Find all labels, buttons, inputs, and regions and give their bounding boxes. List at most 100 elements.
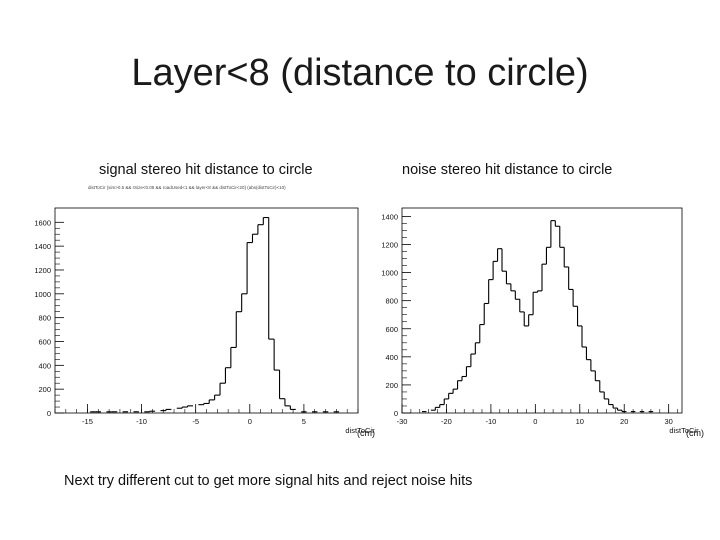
x-tick-label: -30 — [397, 417, 408, 426]
histogram-bin — [252, 224, 259, 235]
histogram-bin — [555, 225, 561, 248]
x-tick-label: 0 — [248, 417, 252, 426]
y-tick-label: 1200 — [34, 266, 51, 275]
y-tick-label: 1400 — [381, 212, 398, 221]
histogram-bin — [506, 283, 512, 291]
x-tick-label: -10 — [136, 417, 147, 426]
x-tick-label: 30 — [664, 417, 672, 426]
histogram-bin — [533, 290, 539, 293]
noise-histogram: 0 200 400 600 800 1000 1200 1400 -30 -20 -10 0 10 20 3… — [381, 207, 699, 435]
x-tick-label: -20 — [441, 417, 452, 426]
histogram-bin — [537, 264, 543, 292]
histogram-bin — [475, 324, 481, 344]
histogram-bin — [582, 346, 587, 360]
histogram-bin — [182, 405, 189, 408]
histogram-bin — [439, 398, 445, 406]
histogram-bin — [617, 409, 623, 412]
histogram-bin — [203, 399, 210, 405]
x-tick-label: 20 — [620, 417, 628, 426]
y-tick-label: 400 — [385, 353, 398, 362]
histogram-bin — [457, 376, 463, 382]
histogram-bin — [573, 305, 579, 326]
histogram-bin — [595, 380, 601, 392]
histogram-bin — [220, 367, 226, 384]
x-axis-title: distToCir — [669, 426, 699, 435]
histogram-bin — [577, 325, 583, 348]
noise-x-unit: (cm) — [686, 428, 704, 438]
histogram-bin — [599, 391, 605, 399]
histogram-bin — [462, 366, 467, 378]
histogram-bin — [284, 405, 291, 410]
x-tick-label: -10 — [485, 417, 496, 426]
histogram-bin — [484, 279, 490, 305]
histogram-bin — [279, 398, 286, 406]
histogram-bin — [448, 389, 454, 394]
y-tick-label: 200 — [38, 385, 51, 394]
y-tick-label: 1600 — [34, 218, 51, 227]
y-tick-label: 1000 — [381, 269, 398, 278]
y-tick-label: 1000 — [34, 290, 51, 299]
footer-note: Next try different cut to get more signa… — [64, 473, 473, 489]
noise-plot-title: noise stereo hit distance to circle — [402, 162, 613, 178]
histogram-bin — [435, 404, 441, 408]
signal-x-unit: (cm) — [357, 428, 375, 438]
histogram-bin — [559, 246, 565, 267]
histogram-bin — [528, 292, 534, 316]
histogram-bin — [546, 220, 552, 248]
histogram-bin — [198, 403, 205, 406]
histogram-bin — [176, 407, 183, 409]
histogram-bin — [510, 290, 516, 300]
histogram-bin — [488, 261, 494, 281]
y-tick-label: 600 — [38, 337, 51, 346]
y-tick-label: 800 — [38, 314, 51, 323]
histogram-bin — [524, 314, 530, 327]
x-tick-label: 5 — [302, 417, 306, 426]
histogram-bin — [590, 370, 596, 381]
histogram-bin — [247, 234, 254, 244]
histogram-bin — [274, 369, 281, 399]
x-tick-label: -15 — [82, 417, 93, 426]
histogram-bin — [225, 347, 232, 369]
histogram-bin — [209, 395, 216, 401]
histogram-bin — [230, 311, 237, 348]
y-tick-label: 400 — [38, 361, 51, 370]
y-tick-label: 0 — [47, 409, 51, 418]
y-tick-label: 1400 — [34, 242, 51, 251]
histogram-bin — [268, 338, 275, 371]
x-axis-title: distToCir — [345, 426, 375, 435]
histogram-bin — [502, 270, 507, 284]
y-tick-label: 600 — [385, 325, 398, 334]
y-tick-label: 800 — [385, 297, 398, 306]
x-tick-label: -5 — [192, 417, 199, 426]
y-tick-label: 200 — [385, 381, 398, 390]
histogram-bin — [214, 383, 221, 396]
histogram-bin — [263, 216, 270, 340]
histogram-bin — [613, 407, 619, 411]
histogram-bin — [236, 293, 243, 313]
stats-box-text: distToCir {sim>0.5 && rSize<0.05 && road… — [88, 185, 286, 190]
histogram-bin — [470, 342, 476, 355]
histogram-bin — [444, 393, 450, 400]
slide-title: Layer<8 (distance to circle) — [131, 52, 589, 94]
histogram-bin — [493, 248, 499, 262]
histogram-bin — [519, 311, 525, 326]
histogram-bin — [257, 217, 264, 226]
histogram-bin — [144, 411, 151, 413]
x-tick-label: 10 — [576, 417, 584, 426]
histogram-bin — [542, 247, 547, 265]
histogram-bin — [608, 404, 614, 409]
plot-frame — [401, 207, 683, 414]
histogram-bin — [466, 354, 472, 368]
histogram-bin — [430, 407, 436, 411]
signal-histogram: 0 200 400 600 800 1000 1200 1400 1600 -15 -10 -5 0 5 d… — [34, 207, 375, 435]
histogram-bin — [241, 242, 248, 295]
histogram-bin — [568, 288, 574, 307]
x-tick-label: 0 — [533, 417, 537, 426]
histogram-bin — [453, 380, 459, 390]
histogram-bin — [515, 298, 521, 312]
plot-frame — [54, 207, 359, 414]
histogram-bin — [479, 303, 485, 326]
histogram-bin — [586, 359, 592, 371]
histogram-bin — [564, 266, 570, 290]
histogram-bin — [550, 220, 556, 227]
